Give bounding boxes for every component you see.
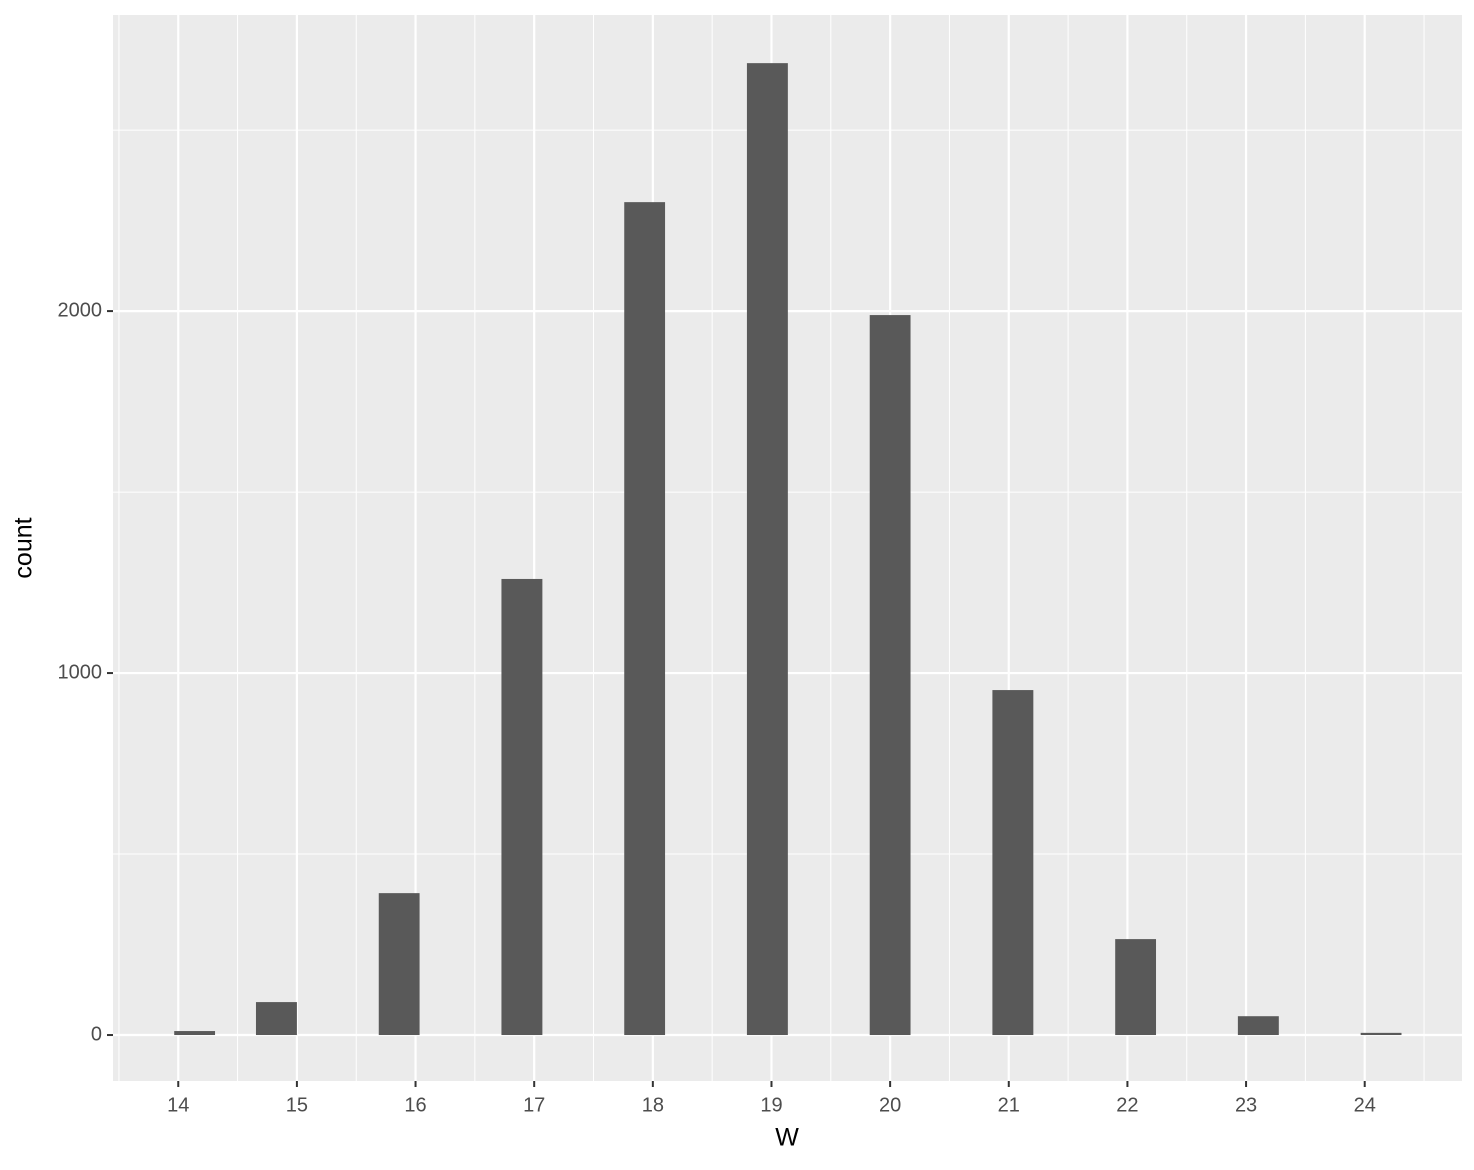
x-tick-label: 19: [760, 1094, 782, 1116]
x-tick-label: 22: [1116, 1094, 1138, 1116]
bar: [992, 690, 1034, 1036]
x-tick-label: 14: [167, 1094, 189, 1116]
x-tick-label: 15: [286, 1094, 308, 1116]
y-tick-label: 1000: [58, 661, 103, 683]
x-tick-label: 23: [1235, 1094, 1257, 1116]
y-axis-title: count: [10, 517, 38, 578]
x-tick-label: 18: [642, 1094, 664, 1116]
x-tick-label: 20: [879, 1094, 901, 1116]
bar: [255, 1002, 297, 1036]
x-tick-label: 21: [998, 1094, 1020, 1116]
bar: [1360, 1032, 1402, 1036]
bar: [746, 63, 788, 1036]
bar: [501, 578, 543, 1036]
bar: [1115, 939, 1157, 1036]
bar: [869, 315, 911, 1036]
bar: [624, 202, 666, 1036]
bar: [378, 893, 420, 1036]
y-tick-label: 2000: [58, 299, 103, 321]
bar: [1237, 1016, 1279, 1036]
x-axis-title: W: [775, 1124, 799, 1152]
bar: [174, 1031, 216, 1036]
y-tick-label: 0: [91, 1023, 102, 1045]
x-tick-label: 24: [1354, 1094, 1376, 1116]
x-tick-label: 16: [404, 1094, 426, 1116]
x-tick-label: 17: [523, 1094, 545, 1116]
